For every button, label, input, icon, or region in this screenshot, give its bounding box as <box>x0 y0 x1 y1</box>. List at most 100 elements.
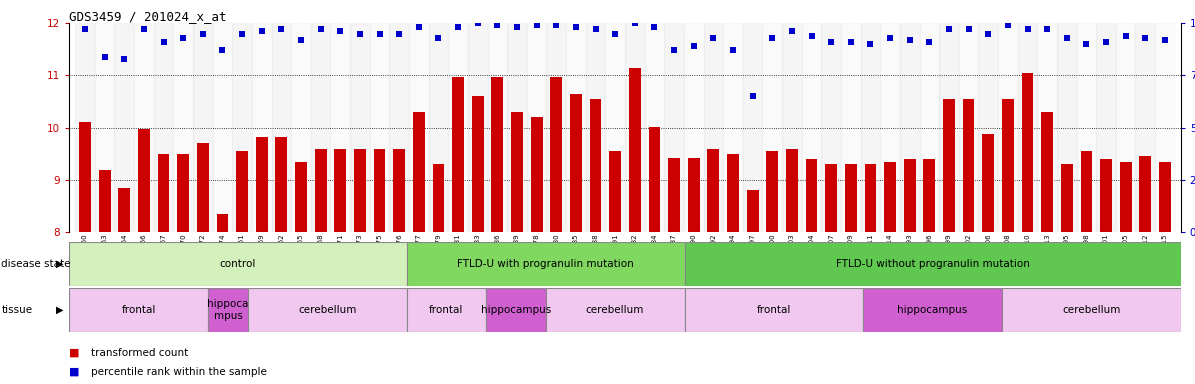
Bar <box>723 23 743 232</box>
Text: GDS3459 / 201024_x_at: GDS3459 / 201024_x_at <box>69 10 227 23</box>
Bar <box>551 77 562 232</box>
Bar <box>413 112 424 232</box>
Bar <box>864 164 876 232</box>
Text: hippoca
mpus: hippoca mpus <box>208 299 249 321</box>
Bar <box>998 23 1018 232</box>
Point <box>1077 41 1096 47</box>
Bar <box>606 23 625 232</box>
Bar <box>393 149 405 232</box>
Bar <box>685 288 863 332</box>
Point <box>841 39 860 45</box>
Text: frontal: frontal <box>122 305 157 315</box>
Bar <box>546 23 566 232</box>
Text: frontal: frontal <box>756 305 791 315</box>
Point <box>664 47 684 53</box>
Bar <box>134 23 154 232</box>
Point <box>998 22 1017 28</box>
Text: cerebellum: cerebellum <box>298 305 356 315</box>
Bar <box>507 23 527 232</box>
Bar <box>79 122 91 232</box>
Bar <box>531 117 543 232</box>
Bar <box>586 23 606 232</box>
Point <box>920 39 939 45</box>
Bar <box>69 242 406 286</box>
Bar <box>1056 23 1077 232</box>
Bar <box>782 23 802 232</box>
Bar <box>173 23 194 232</box>
Text: FTLD-U without progranulin mutation: FTLD-U without progranulin mutation <box>835 259 1030 269</box>
Bar <box>668 158 680 232</box>
Bar <box>369 23 390 232</box>
Point <box>429 35 448 41</box>
Bar <box>197 143 209 232</box>
Bar <box>1159 162 1171 232</box>
Point <box>468 20 488 26</box>
Bar <box>452 77 464 232</box>
Bar <box>644 23 664 232</box>
Text: hippocampus: hippocampus <box>897 305 968 315</box>
Point <box>606 30 625 36</box>
Bar <box>118 188 130 232</box>
Bar <box>589 99 601 232</box>
Bar <box>354 149 366 232</box>
Text: ▶: ▶ <box>56 259 63 269</box>
Text: disease state: disease state <box>1 259 71 269</box>
Bar <box>350 23 369 232</box>
Bar <box>1001 99 1013 232</box>
Bar <box>276 137 287 232</box>
Bar <box>292 23 311 232</box>
Bar <box>762 23 782 232</box>
Point <box>1018 26 1037 32</box>
Bar <box>232 23 252 232</box>
Point <box>723 47 742 53</box>
Point <box>134 26 153 32</box>
Point <box>252 28 271 35</box>
Bar <box>802 23 821 232</box>
Bar <box>468 23 488 232</box>
Text: percentile rank within the sample: percentile rank within the sample <box>91 367 266 377</box>
Bar <box>979 23 998 232</box>
Text: ▶: ▶ <box>56 305 63 315</box>
Text: frontal: frontal <box>429 305 464 315</box>
Bar <box>664 23 684 232</box>
Bar <box>566 23 586 232</box>
Bar <box>747 190 759 232</box>
Bar <box>208 288 247 332</box>
Text: ■: ■ <box>69 367 80 377</box>
Bar <box>69 288 208 332</box>
Bar <box>527 23 546 232</box>
Point <box>960 26 979 32</box>
Point <box>1037 26 1056 32</box>
Bar <box>331 23 350 232</box>
Point <box>860 41 880 47</box>
Bar <box>939 23 958 232</box>
Point <box>783 28 802 35</box>
Bar <box>919 23 939 232</box>
Point <box>508 24 527 30</box>
Bar <box>486 288 546 332</box>
Bar <box>688 158 699 232</box>
Bar <box>335 149 347 232</box>
Point <box>173 35 192 41</box>
Bar <box>903 159 915 232</box>
Bar <box>511 112 523 232</box>
Point <box>881 35 900 41</box>
Point <box>625 20 644 26</box>
Bar <box>311 23 331 232</box>
Point <box>233 30 252 36</box>
Bar <box>860 23 881 232</box>
Bar <box>1018 23 1037 232</box>
Bar <box>429 23 448 232</box>
Point <box>154 39 173 45</box>
Text: FTLD-U with progranulin mutation: FTLD-U with progranulin mutation <box>458 259 635 269</box>
Bar <box>546 288 685 332</box>
Bar <box>570 94 582 232</box>
Bar <box>1022 73 1034 232</box>
Bar <box>406 288 486 332</box>
Bar <box>743 23 762 232</box>
Bar <box>704 23 723 232</box>
Bar <box>1080 151 1092 232</box>
Point <box>1116 33 1135 39</box>
Point <box>370 30 390 36</box>
Text: hippocampus: hippocampus <box>480 305 551 315</box>
